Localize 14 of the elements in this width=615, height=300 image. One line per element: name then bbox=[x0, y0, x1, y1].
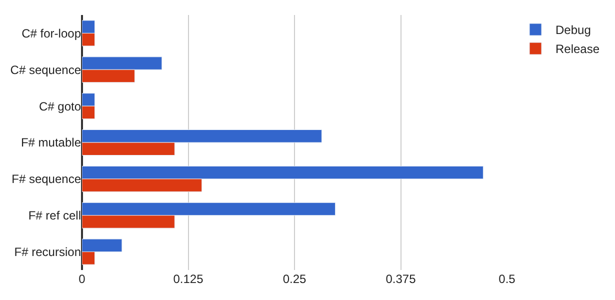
x-tick-label: 0.125 bbox=[173, 272, 204, 286]
y-tick-label: C# for-loop bbox=[22, 26, 82, 40]
y-tick-label: C# goto bbox=[38, 99, 82, 114]
y-tick-label: C# sequence bbox=[10, 62, 82, 77]
legend-label: Release bbox=[556, 42, 600, 56]
y-tick-label: F# recursion bbox=[14, 244, 81, 259]
y-tick-label: F# sequence bbox=[12, 172, 82, 186]
y-tick-label: F# mutable bbox=[20, 136, 82, 150]
x-tick-label: 0.375 bbox=[386, 272, 416, 286]
x-tick-label: 0.25 bbox=[282, 272, 306, 286]
x-tick-label: 0.5 bbox=[498, 272, 516, 286]
x-tick-label: 0 bbox=[78, 272, 86, 286]
legend-label: Debug bbox=[556, 23, 591, 38]
y-tick-label: F# ref cell bbox=[28, 208, 81, 223]
